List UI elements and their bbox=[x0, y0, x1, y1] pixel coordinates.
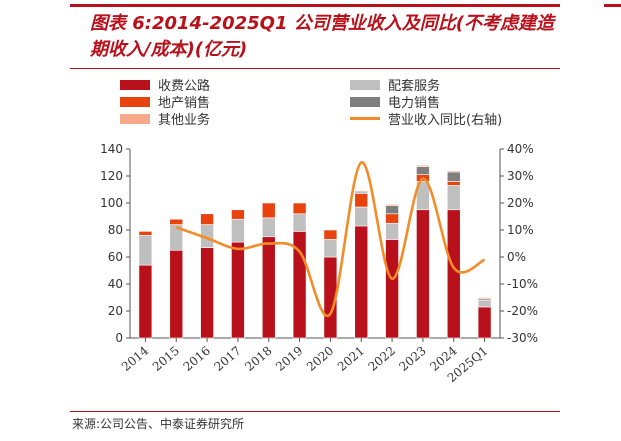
bar-supporting bbox=[261, 217, 276, 238]
bar-supporting bbox=[323, 239, 338, 258]
bar-toll bbox=[169, 249, 184, 339]
bar-real-estate bbox=[261, 202, 276, 219]
bar-power bbox=[416, 166, 430, 175]
bar-toll bbox=[231, 241, 245, 339]
y-tick-label-right: -20% bbox=[507, 304, 538, 318]
legend-item-power: 电力销售 bbox=[350, 92, 440, 111]
y-tick-label-left: 100 bbox=[100, 196, 123, 210]
bar-supporting bbox=[385, 222, 399, 240]
legend-label-other: 其他业务 bbox=[158, 113, 211, 128]
chart-title: 图表 6:2014-2025Q1 公司营业收入及同比(不考虑建造期收入/成本)(… bbox=[90, 13, 554, 60]
bar-toll bbox=[138, 264, 153, 339]
bar-toll bbox=[477, 306, 492, 339]
source-rule bbox=[70, 411, 560, 412]
bar-real-estate bbox=[354, 193, 369, 208]
bar-toll bbox=[416, 209, 430, 339]
y-tick-label-right: 30% bbox=[507, 169, 534, 183]
legend-item-yoy: 营业收入同比(右轴) bbox=[350, 109, 502, 128]
bar-supporting bbox=[292, 213, 307, 232]
title-top-rule bbox=[70, 4, 560, 7]
y-tick-label-right: 20% bbox=[507, 196, 534, 210]
x-tick-label: 2022 bbox=[366, 344, 398, 374]
bar-supporting bbox=[446, 185, 461, 211]
bar-real-estate bbox=[138, 231, 153, 236]
y-tick-label-left: 80 bbox=[108, 223, 123, 237]
x-tick-label: 2019 bbox=[273, 344, 305, 374]
legend-swatch-supporting bbox=[350, 79, 380, 90]
legend-swatch-toll bbox=[120, 79, 150, 90]
x-tick-label: 2021 bbox=[335, 344, 367, 374]
legend-item-real-estate: 地产销售 bbox=[120, 92, 210, 111]
bar-other bbox=[416, 164, 430, 167]
x-tick-label: 2023 bbox=[396, 344, 428, 374]
y-tick-label-left: 120 bbox=[100, 169, 123, 183]
y-tick-label-left: 140 bbox=[100, 142, 123, 156]
bar-real-estate bbox=[446, 181, 461, 186]
legend-swatch-power bbox=[350, 96, 380, 107]
source-note: 来源:公司公告、中泰证券研究所 bbox=[72, 417, 245, 431]
bar-power bbox=[446, 171, 461, 182]
legend-swatch-yoy bbox=[350, 117, 380, 120]
yoy-line bbox=[175, 161, 486, 318]
x-tick-label: 2017 bbox=[211, 344, 243, 374]
bar-other bbox=[477, 297, 492, 300]
y-tick-label-right: 40% bbox=[507, 142, 534, 156]
x-tick-label: 2018 bbox=[242, 344, 274, 374]
bar-real-estate bbox=[200, 213, 214, 225]
legend-swatch-real-estate bbox=[120, 96, 150, 107]
bar-real-estate bbox=[385, 213, 399, 224]
legend-label-yoy: 营业收入同比(右轴) bbox=[388, 113, 503, 128]
y-tick-label-right: -30% bbox=[507, 331, 538, 345]
x-tick-label: 2016 bbox=[181, 344, 213, 374]
adjacent-figure-rule bbox=[604, 4, 621, 7]
bar-supporting bbox=[138, 235, 153, 266]
legend-item-other: 其他业务 bbox=[120, 109, 210, 128]
bar-supporting bbox=[231, 218, 245, 243]
x-tick-label: 2015 bbox=[150, 344, 182, 374]
bar-real-estate bbox=[292, 202, 307, 215]
bar-power bbox=[385, 205, 399, 215]
y-tick-label-left: 0 bbox=[115, 331, 123, 345]
bar-toll bbox=[261, 236, 276, 339]
x-tick-label: 2020 bbox=[304, 344, 336, 374]
bar-toll bbox=[385, 239, 399, 339]
legend-label-power: 电力销售 bbox=[388, 96, 441, 111]
y-tick-label-right: 10% bbox=[507, 223, 534, 237]
x-tick-label: 2014 bbox=[119, 343, 152, 374]
legend-label-toll: 收费公路 bbox=[158, 79, 211, 94]
legend-swatch-other bbox=[120, 113, 150, 124]
bar-toll bbox=[354, 225, 369, 339]
bar-supporting bbox=[477, 299, 492, 308]
y-tick-label-left: 60 bbox=[108, 250, 123, 264]
bar-other bbox=[446, 170, 461, 173]
bar-real-estate bbox=[323, 229, 338, 240]
y-tick-label-right: -10% bbox=[507, 277, 538, 291]
bar-other bbox=[354, 190, 369, 193]
legend-item-supporting: 配套服务 bbox=[350, 75, 440, 94]
legend-label-real-estate: 地产销售 bbox=[158, 96, 211, 111]
bar-toll bbox=[446, 209, 461, 339]
y-tick-label-left: 20 bbox=[108, 304, 123, 318]
bar-other bbox=[385, 204, 399, 207]
title-bottom-rule bbox=[70, 68, 560, 69]
bar-toll bbox=[200, 247, 214, 339]
legend-label-supporting: 配套服务 bbox=[388, 79, 441, 94]
bar-supporting bbox=[354, 206, 369, 227]
y-tick-label-right: 0% bbox=[507, 250, 526, 264]
bar-real-estate bbox=[231, 209, 245, 220]
bar-real-estate bbox=[169, 218, 184, 225]
y-tick-label-left: 40 bbox=[108, 277, 123, 291]
legend-item-toll: 收费公路 bbox=[120, 75, 210, 94]
